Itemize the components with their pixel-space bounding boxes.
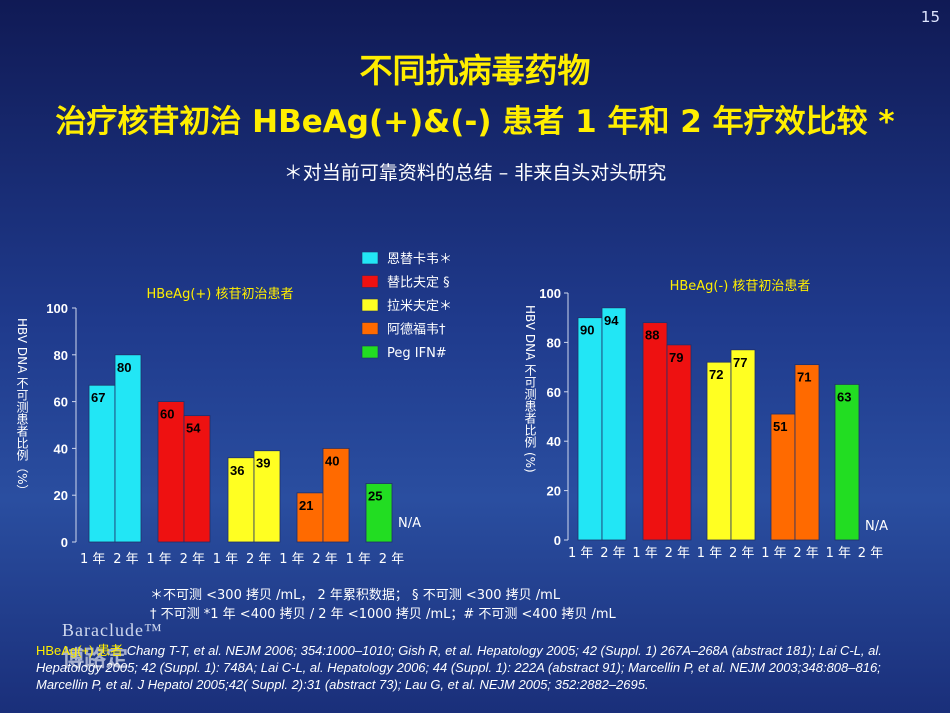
bar-value-label-0-0-0: 67: [91, 390, 105, 405]
y-axis-label-1: HBV DNA 不可测患者比例 (%): [523, 305, 537, 473]
y-tick-label-1-0: 0: [554, 533, 561, 548]
legend-label-3: 阿德福韦†: [387, 323, 446, 338]
y-tick-label-0-5: 100: [46, 301, 68, 316]
legend-label-0: 恩替卡韦＊: [387, 252, 452, 267]
x-tick-label-1-1: 2 年: [600, 546, 625, 561]
bar-value-label-1-2-1: 77: [733, 355, 747, 370]
bar-1-1-1: [666, 344, 692, 541]
bar-value-label-1-1-1: 79: [669, 350, 683, 365]
slide-title-line1: 不同抗病毒药物: [359, 51, 591, 90]
bar-value-label-1-3-0: 51: [773, 419, 787, 434]
bar-value-label-1-3-1: 71: [797, 370, 811, 385]
footnote-2: † 不可测 *1 年 <400 拷贝 / 2 年 <1000 拷贝 /mL；# …: [150, 607, 616, 622]
x-tick-label-0-4: 1 年: [213, 552, 238, 567]
x-tick-label-0-7: 2 年: [312, 552, 337, 567]
bar-1-2-1: [730, 349, 756, 541]
x-tick-label-1-0: 1 年: [568, 546, 593, 561]
references-lead: HBeAg(+) 患者: [36, 643, 124, 658]
bar-0-0-0: [88, 384, 116, 543]
x-tick-label-0-9: 2 年: [379, 552, 404, 567]
x-tick-label-0-6: 1 年: [279, 552, 304, 567]
y-tick-label-0-1: 20: [54, 488, 68, 503]
bar-1-3-1: [794, 364, 820, 541]
y-tick-label-0-0: 0: [61, 535, 68, 550]
legend-swatch-0: [361, 251, 379, 265]
bar-1-3-0: [770, 413, 796, 541]
bar-value-label-0-1-1: 54: [186, 421, 201, 436]
na-label-1: N/A: [865, 519, 888, 534]
footnote-1: ＊不可测 <300 拷贝 /mL， 2 年累积数据； § 不可测 <300 拷贝…: [150, 588, 561, 603]
x-tick-label-1-5: 2 年: [729, 546, 754, 561]
x-tick-label-1-7: 2 年: [793, 546, 818, 561]
legend-swatch-4: [361, 345, 379, 359]
bar-value-label-0-4-0: 25: [368, 489, 382, 504]
x-tick-label-1-8: 1 年: [826, 546, 851, 561]
bar-value-label-0-3-1: 40: [325, 453, 339, 468]
x-tick-label-1-9: 2 年: [858, 546, 883, 561]
panel-title-1: HBeAg(-) 核苷初治患者: [670, 279, 811, 294]
bar-0-2-1: [253, 450, 281, 543]
bar-value-label-1-4-0: 63: [837, 389, 851, 404]
bar-1-0-0: [577, 317, 603, 541]
references: HBeAg(+) 患者 Chang T-T, et al. NEJM 2006;…: [36, 642, 936, 693]
bar-value-label-1-1-0: 88: [645, 328, 659, 343]
bar-value-label-1-2-0: 72: [709, 367, 723, 382]
slide-subtitle: ＊对当前可靠资料的总结 – 非来自头对头研究: [283, 162, 667, 184]
bar-1-1-0: [642, 322, 668, 541]
x-tick-label-0-3: 2 年: [180, 552, 205, 567]
bar-value-label-0-2-0: 36: [230, 463, 244, 478]
bar-0-2-0: [227, 457, 255, 543]
x-tick-label-0-8: 1 年: [346, 552, 371, 567]
bar-0-4-0: [365, 483, 393, 543]
x-tick-label-0-5: 2 年: [246, 552, 271, 567]
legend-swatch-1: [361, 275, 379, 288]
panel-title-0: HBeAg(+) 核苷初治患者: [146, 287, 293, 302]
y-tick-label-1-3: 60: [547, 385, 561, 400]
slide-title-line2: 治疗核苷初治 HBeAg(+)&(-) 患者 1 年和 2 年疗效比较 *: [55, 104, 895, 140]
y-tick-label-0-4: 80: [54, 348, 68, 363]
bar-1-2-0: [706, 361, 732, 541]
references-text: Chang T-T, et al. NEJM 2006; 354:1000–10…: [36, 643, 882, 692]
baraclude-logo: Baraclude™ 博路定: [62, 620, 163, 673]
legend-label-1: 替比夫定 §: [387, 276, 450, 291]
bar-1-0-1: [601, 307, 627, 541]
x-tick-label-0-1: 2 年: [113, 552, 138, 567]
logo-cn: 博路定: [62, 646, 129, 671]
x-tick-label-1-3: 2 年: [665, 546, 690, 561]
logo-text: Baraclude™: [62, 620, 163, 640]
legend-label-2: 拉米夫定＊: [387, 299, 452, 314]
bar-value-label-1-0-1: 94: [604, 313, 619, 328]
bar-0-3-0: [296, 492, 324, 543]
x-tick-label-0-0: 1 年: [80, 552, 105, 567]
legend-swatch-3: [361, 322, 379, 335]
bar-0-0-1: [114, 354, 142, 543]
page-number: 15: [920, 8, 940, 26]
bar-1-4-0: [834, 383, 860, 541]
y-tick-label-1-2: 40: [547, 434, 561, 449]
y-tick-label-1-1: 20: [547, 484, 561, 499]
legend-swatch-2: [361, 298, 379, 312]
bar-0-1-1: [183, 415, 211, 543]
bar-0-1-0: [157, 401, 185, 543]
bar-value-label-0-3-0: 21: [299, 498, 313, 513]
x-tick-label-1-4: 1 年: [697, 546, 722, 561]
bar-value-label-0-0-1: 80: [117, 360, 131, 375]
y-tick-label-1-4: 80: [547, 335, 561, 350]
bar-value-label-0-2-1: 39: [256, 456, 270, 471]
y-tick-label-0-3: 60: [54, 395, 68, 410]
y-axis-label-0: HBV DNA 不可测患者比例（%）: [15, 318, 29, 497]
na-label-0: N/A: [398, 516, 421, 531]
x-tick-label-1-6: 1 年: [761, 546, 786, 561]
bar-value-label-1-0-0: 90: [580, 323, 594, 338]
bar-0-3-1: [322, 447, 350, 543]
bar-value-label-0-1-0: 60: [160, 407, 174, 422]
x-tick-label-0-2: 1 年: [146, 552, 171, 567]
y-tick-label-1-5: 100: [539, 286, 561, 301]
legend-label-4: Peg IFN#: [387, 346, 447, 361]
x-tick-label-1-2: 1 年: [632, 546, 657, 561]
y-tick-label-0-2: 40: [54, 441, 68, 456]
